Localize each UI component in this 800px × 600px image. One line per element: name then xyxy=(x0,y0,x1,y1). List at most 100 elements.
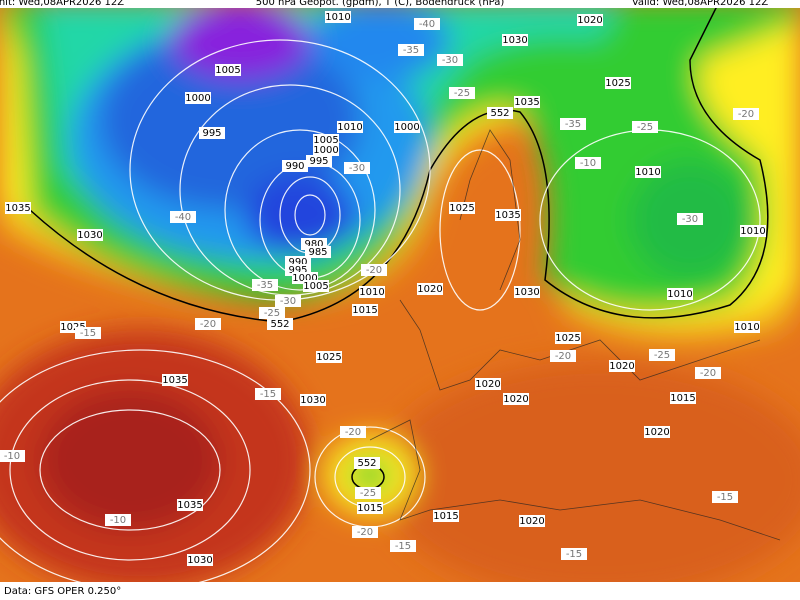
data-source: Data: GFS OPER 0.250° xyxy=(4,586,121,597)
isobar-label-box xyxy=(667,288,693,300)
geopotential-label-box xyxy=(354,457,380,469)
temperature-label-box xyxy=(275,295,301,307)
isobar-label: 1015 xyxy=(352,305,377,316)
temperature-label-box xyxy=(355,487,381,499)
temperature-label-box xyxy=(195,318,221,330)
isobar-label: 1025 xyxy=(449,203,474,214)
isobar-label-box xyxy=(670,392,696,404)
temperature-label: -15 xyxy=(260,389,276,400)
isobar-label: 1005 xyxy=(313,135,338,146)
isobar-label: 990 xyxy=(285,161,304,172)
temperature-label-box xyxy=(170,211,196,223)
isobar-label-box xyxy=(555,332,581,344)
isobar-label: 1035 xyxy=(5,203,30,214)
temperature-label-box xyxy=(352,526,378,538)
temperature-label: -35 xyxy=(403,45,419,56)
temperature-label: -30 xyxy=(349,163,365,174)
isobar-label: 1025 xyxy=(555,333,580,344)
isobar-label-box xyxy=(325,11,351,23)
temperature-label-box xyxy=(632,121,658,133)
isobar-label: 1030 xyxy=(300,395,325,406)
isobar-label-box xyxy=(635,166,661,178)
isobar-label: 1035 xyxy=(162,375,187,386)
isobar-label-box xyxy=(514,286,540,298)
isobar-label-box xyxy=(303,280,329,292)
isobar-label-box xyxy=(502,34,528,46)
temperature-label: -25 xyxy=(637,122,653,133)
isobar-label-box xyxy=(199,127,225,139)
isobar-label-box xyxy=(5,202,31,214)
temperature-label: -25 xyxy=(654,350,670,361)
temperature-label-box xyxy=(75,327,101,339)
isobar-label: 1000 xyxy=(185,93,210,104)
temperature-label: -20 xyxy=(738,109,754,120)
isobar-label-box xyxy=(577,14,603,26)
isobar-label: 1035 xyxy=(514,97,539,108)
temperature-label-box xyxy=(105,514,131,526)
isobar-label: 1020 xyxy=(475,379,500,390)
temperature-label-box xyxy=(712,491,738,503)
geopotential-label: 552 xyxy=(357,458,376,469)
isobar-label-box xyxy=(495,209,521,221)
temperature-label-box xyxy=(414,18,440,30)
isobar-label: 1035 xyxy=(177,500,202,511)
isobar-label: 1010 xyxy=(359,287,384,298)
geopotential-label: 552 xyxy=(490,108,509,119)
isobar-label: 1015 xyxy=(670,393,695,404)
isobar-label: 1010 xyxy=(740,226,765,237)
isobar-label-box xyxy=(162,374,188,386)
isobar-label: 1030 xyxy=(502,35,527,46)
isobar-label-box xyxy=(609,360,635,372)
isobar-label-box xyxy=(316,351,342,363)
isobar-label-box xyxy=(605,77,631,89)
isobar-label: 1025 xyxy=(316,352,341,363)
isobar-label-box xyxy=(644,426,670,438)
temperature-label: -20 xyxy=(366,265,382,276)
isobar-label-box xyxy=(187,554,213,566)
temperature-label: -40 xyxy=(419,19,435,30)
isobar-label-box xyxy=(433,510,459,522)
temperature-label: -20 xyxy=(357,527,373,538)
isobar-label: 1010 xyxy=(667,289,692,300)
temperature-label: -25 xyxy=(454,88,470,99)
isobar-label: 1035 xyxy=(495,210,520,221)
isobar-label-box xyxy=(357,502,383,514)
isobar-label: 1030 xyxy=(187,555,212,566)
temperature-label-box xyxy=(437,54,463,66)
isobar-label: 1010 xyxy=(734,322,759,333)
temperature-label: -30 xyxy=(280,296,296,307)
geopotential-label-box xyxy=(267,318,293,330)
isobar-label-box xyxy=(300,394,326,406)
temperature-label-box xyxy=(0,450,25,462)
isobar-label-box xyxy=(514,96,540,108)
isobar-label: 1025 xyxy=(60,322,85,333)
isobar-label-box xyxy=(359,286,385,298)
isobar-label-box xyxy=(177,499,203,511)
isobar-label-box xyxy=(77,229,103,241)
temperature-label-box xyxy=(361,264,387,276)
geopotential-label-box xyxy=(487,107,513,119)
isobar-label: 1005 xyxy=(303,281,328,292)
isobar-label-box xyxy=(449,202,475,214)
temperature-label-box xyxy=(344,162,370,174)
temperature-label: -40 xyxy=(175,212,191,223)
temperature-label: -25 xyxy=(360,488,376,499)
temperature-label: -10 xyxy=(580,158,596,169)
isobar-label: 1020 xyxy=(503,394,528,405)
temperature-label-box xyxy=(649,349,675,361)
isobar-label: 995 xyxy=(288,265,307,276)
isobar-label: 980 xyxy=(304,239,323,250)
isobar-label-box xyxy=(282,160,308,172)
isobar-label-box xyxy=(337,121,363,133)
isobar-label: 1015 xyxy=(433,511,458,522)
isobar-label: 1000 xyxy=(394,122,419,133)
isobar-label-box xyxy=(305,246,331,258)
isobar-label: 1020 xyxy=(644,427,669,438)
temperature-label: -15 xyxy=(717,492,733,503)
temperature-label: -30 xyxy=(442,55,458,66)
temperature-label-box xyxy=(677,213,703,225)
temperature-label: -15 xyxy=(80,328,96,339)
temperature-label: -20 xyxy=(555,351,571,362)
